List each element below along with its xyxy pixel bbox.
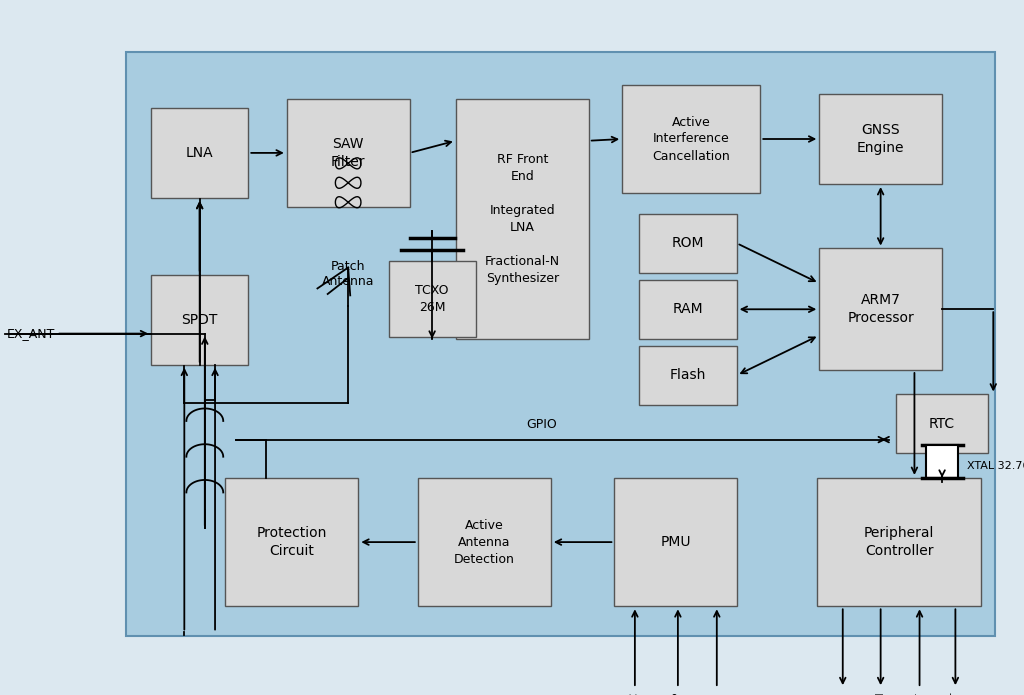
Bar [225,478,358,606]
Text: SPDT: SPDT [181,313,218,327]
Bar [614,478,737,606]
Text: Protection
Circuit: Protection Circuit [257,526,327,558]
Text: Flash: Flash [670,368,707,382]
Text: UART: UART [950,692,961,695]
Bar [152,275,249,365]
Text: FORCE_ON: FORCE_ON [712,692,722,695]
Text: GPIO: GPIO [526,418,557,431]
Text: RF Front
End

Integrated
LNA

Fractional-N
Synthesizer: RF Front End Integrated LNA Fractional-N… [484,153,560,285]
Bar [817,478,981,606]
Text: ROM: ROM [672,236,705,250]
Text: TCXO
26M: TCXO 26M [416,284,449,314]
Text: V_BCKP: V_BCKP [673,692,683,695]
Text: SAW
Filter: SAW Filter [331,137,366,169]
Bar [896,394,988,453]
Bar [623,85,760,193]
Bar [639,214,737,272]
Bar [639,279,737,338]
Text: LNA: LNA [186,146,213,160]
Bar [639,345,737,404]
Bar [287,99,410,207]
Bar [418,478,551,606]
Bar [819,248,942,370]
Bar [126,52,995,636]
Text: XTAL 32.768K: XTAL 32.768K [967,461,1024,471]
Text: RAM: RAM [673,302,703,316]
Text: EX_ANT: EX_ANT [7,327,55,340]
Bar [152,108,249,198]
Bar [456,99,589,338]
Bar [819,94,942,184]
Text: GNSS
Engine: GNSS Engine [857,123,904,155]
Text: PMU: PMU [660,535,691,549]
Text: Peripheral
Controller: Peripheral Controller [864,526,934,558]
Text: ARM7
Processor: ARM7 Processor [847,293,914,325]
Text: RTC: RTC [929,417,955,431]
Text: RESET: RESET [914,692,925,695]
Text: Active
Antenna
Detection: Active Antenna Detection [454,518,515,566]
Text: VCC: VCC [630,692,640,695]
Text: AADET_N: AADET_N [876,692,886,695]
Text: 1PPS: 1PPS [838,692,848,695]
Bar [389,261,475,337]
Bar [926,445,958,478]
Text: Active
Interference
Cancellation: Active Interference Cancellation [652,115,730,163]
Text: Patch
Antenna: Patch Antenna [322,261,375,288]
